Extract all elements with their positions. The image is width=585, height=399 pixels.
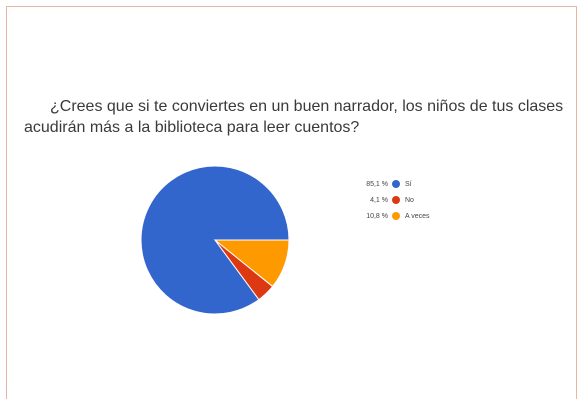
legend-swatch-no [392,196,400,204]
legend-swatch-si [392,180,400,188]
legend: 85,1 % Sí 4,1 % No 10,8 % A veces [348,176,430,224]
legend-swatch-a-veces [392,212,400,220]
legend-item-si: 85,1 % Sí [348,176,430,192]
legend-pct-no: 4,1 % [370,196,388,204]
pie-slice-a-veces [213,239,290,288]
legend-item-no: 4,1 % No [348,192,430,208]
legend-label-a-veces: A veces [405,212,430,220]
pie-chart [140,165,290,315]
legend-pct-si: 85,1 % [366,180,388,188]
legend-item-a-veces: 10,8 % A veces [348,208,430,224]
chart-title: ¿Crees que si te conviertes en un buen n… [24,98,564,136]
legend-label-si: Sí [405,180,412,188]
figure-frame [6,6,577,399]
legend-pct-a-veces: 10,8 % [366,212,388,220]
legend-label-no: No [405,196,414,204]
